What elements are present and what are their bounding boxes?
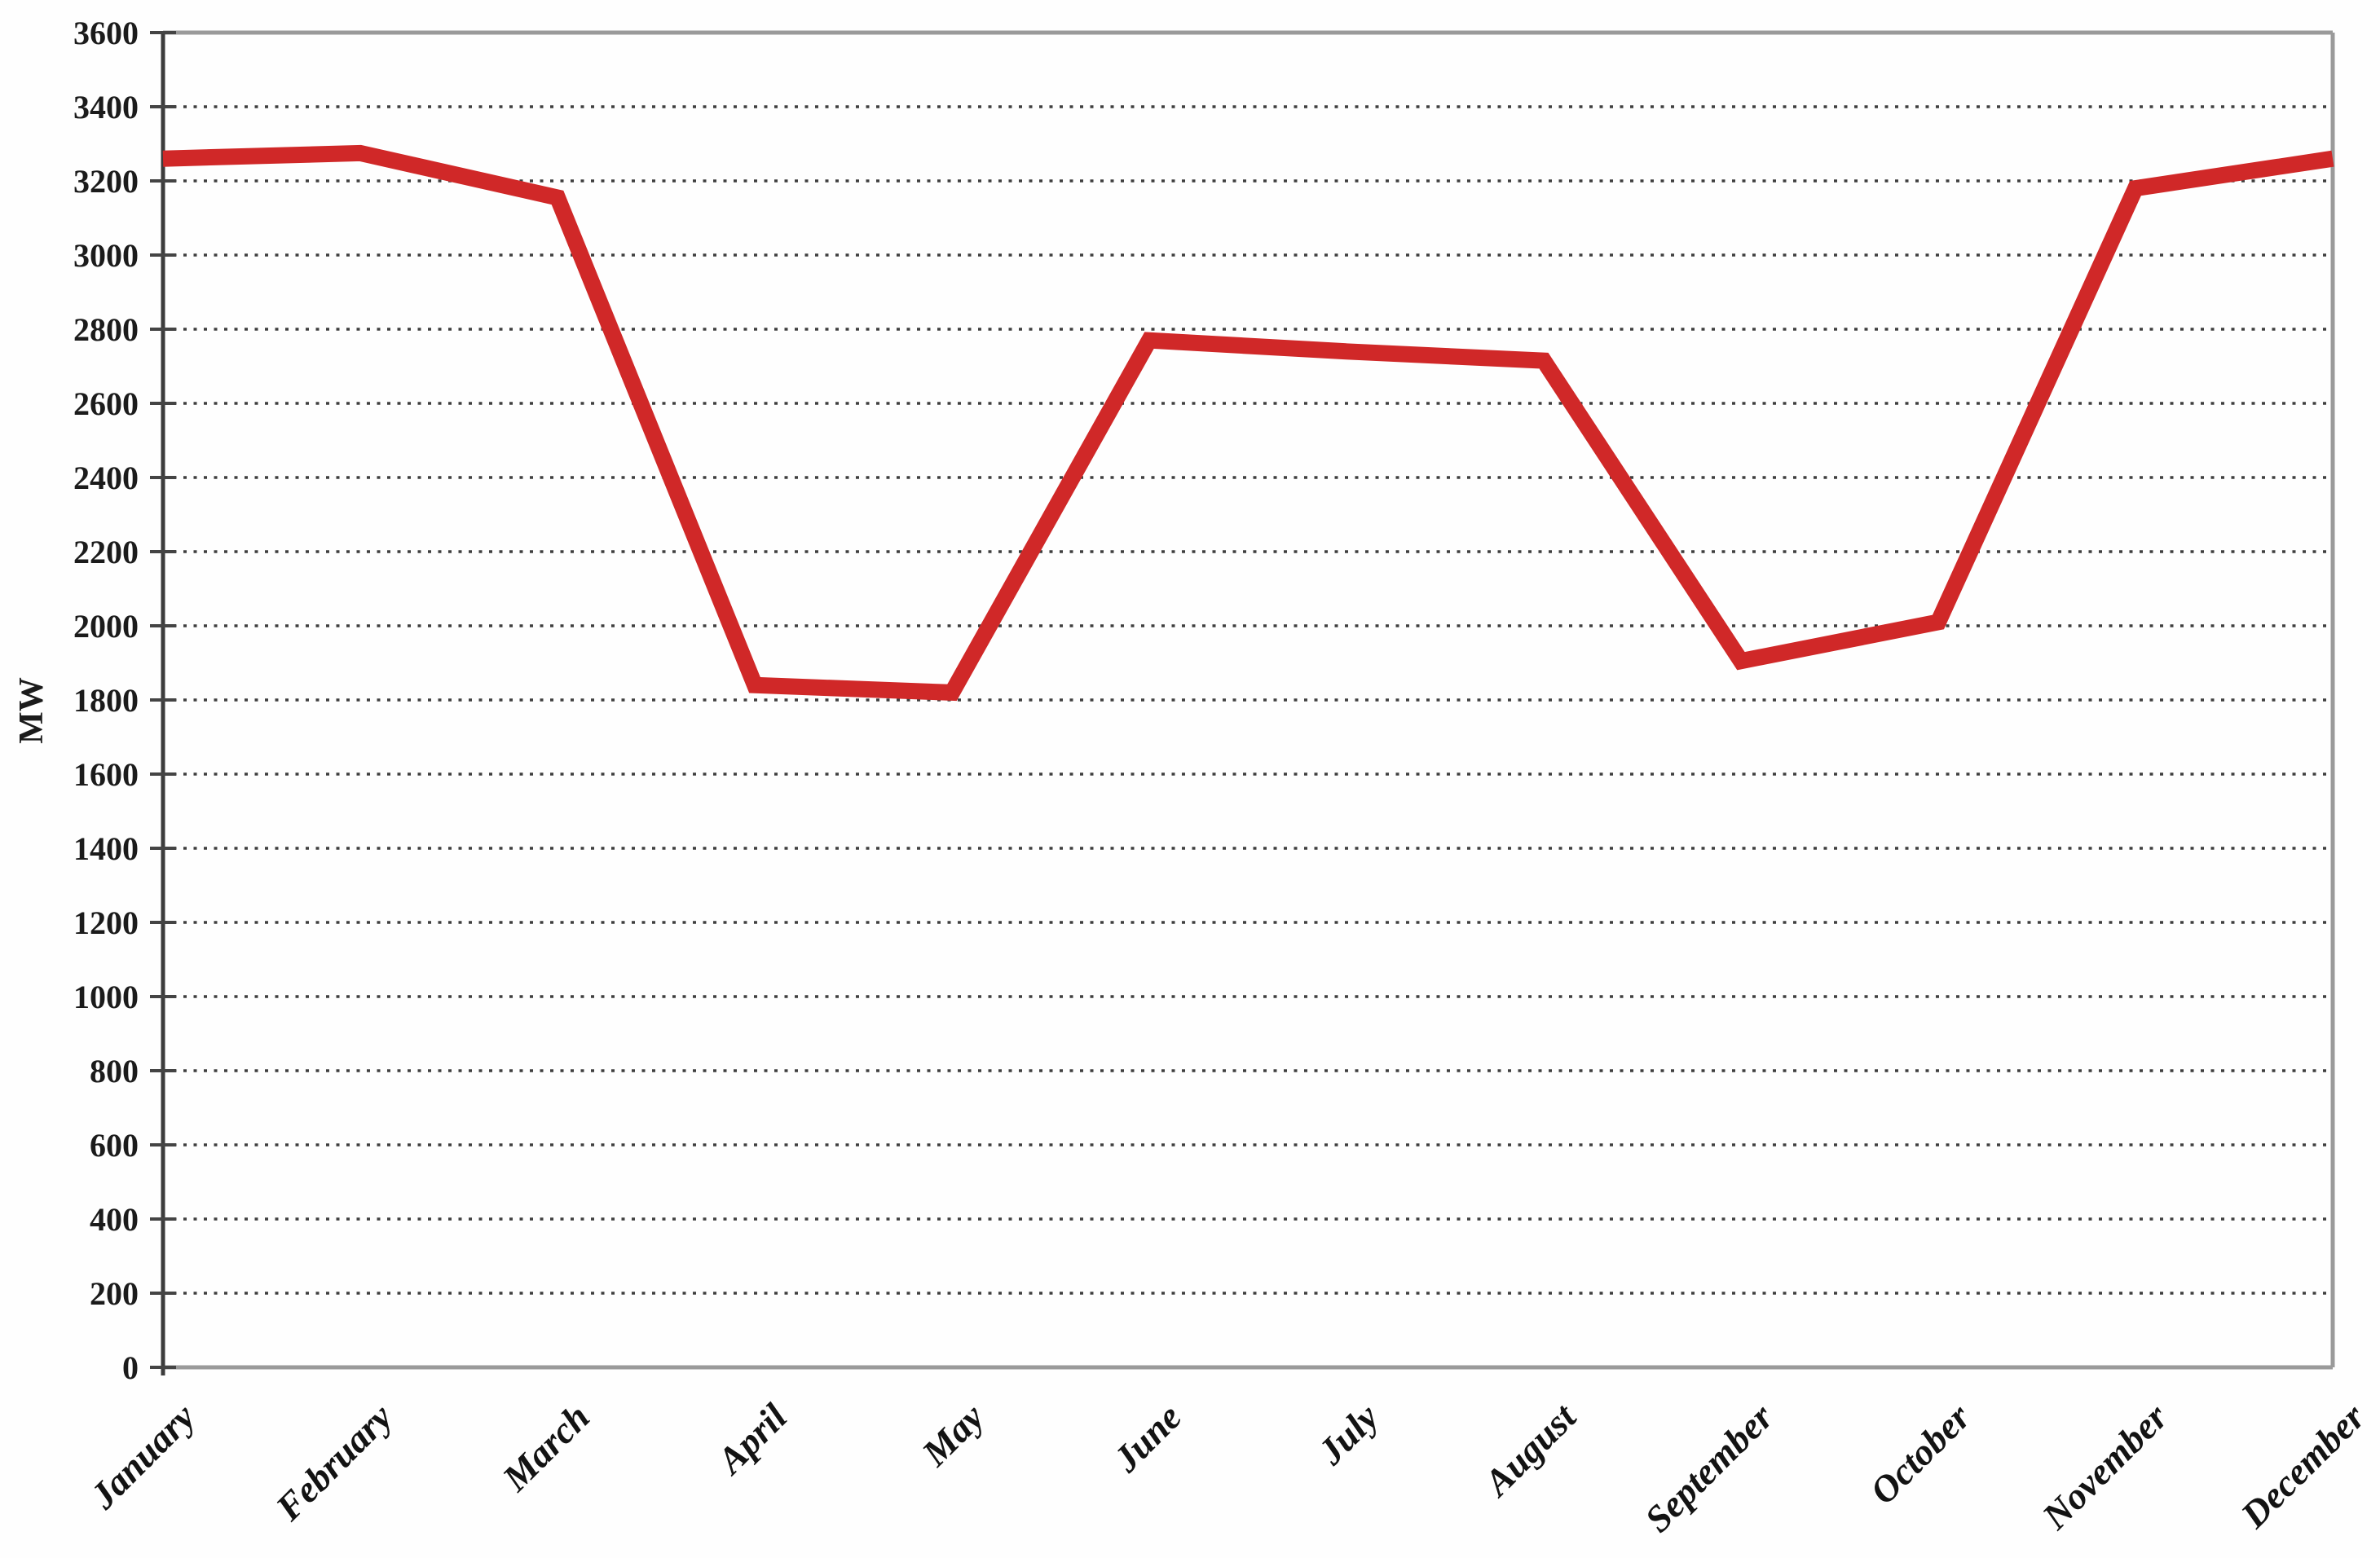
x-axis-month-label: May [914, 1396, 993, 1475]
x-axis-month-label: February [267, 1396, 401, 1529]
x-axis-month-label: January [82, 1396, 203, 1517]
borders-layer [161, 30, 2335, 1375]
x-axis-month-label: November [2034, 1395, 2176, 1538]
y-axis-tick-label: 2000 [73, 608, 139, 645]
y-axis-tick-label: 2600 [73, 385, 139, 422]
x-axis-month-label: April [707, 1396, 795, 1483]
x-axis-month-label: June [1104, 1396, 1189, 1481]
x-axis-month-label: March [494, 1396, 597, 1499]
x-axis-month-label: July [1309, 1396, 1386, 1473]
y-axis-tick-label: 800 [90, 1053, 139, 1089]
y-axis-tick-label: 1000 [73, 979, 139, 1015]
x-axis-month-label: August [1474, 1395, 1584, 1505]
y-axis-title: MW [13, 677, 51, 744]
gridlines-layer [163, 105, 2333, 1295]
y-axis-tick-label: 2200 [73, 534, 139, 570]
x-axis-month-label: September [1637, 1395, 1782, 1540]
y-axis-tick-label: 2400 [73, 460, 139, 496]
data-line [162, 144, 2334, 702]
y-axis-tick-label: 0 [122, 1349, 139, 1386]
x-axis-month-label: October [1862, 1395, 1978, 1512]
y-axis-tick-label: 600 [90, 1127, 139, 1164]
y-axis-tick-label: 1600 [73, 756, 139, 793]
y-axis-tick-label: 3200 [73, 163, 139, 200]
y-axis-tick-label: 1800 [73, 682, 139, 719]
y-axis-tick-label: 3000 [73, 237, 139, 274]
y-tick-labels-layer: 0 200 400 600 800 1000 1200 1400 1600 1800 2000 220… [73, 15, 139, 1386]
series-layer [162, 144, 2334, 702]
y-axis-tick-label: 200 [90, 1275, 139, 1312]
month-labels-layer: January February March April May June July Augu… [82, 1395, 2373, 1540]
y-axis-tick-label: 3400 [73, 89, 139, 125]
x-axis-month-label: December [2232, 1395, 2373, 1536]
y-axis-tick-label: 1200 [73, 904, 139, 941]
y-axis-tick-label: 400 [90, 1201, 139, 1238]
y-axis-tick-label: 2800 [73, 311, 139, 348]
y-axis-tick-label: 1400 [73, 830, 139, 867]
tick-marks-layer [150, 31, 176, 1369]
y-axis-tick-label: 3600 [73, 15, 139, 51]
